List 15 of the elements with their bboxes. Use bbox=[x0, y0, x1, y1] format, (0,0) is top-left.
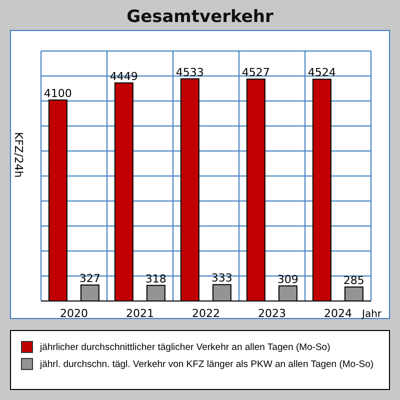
legend-label: jährlicher durchschnittlicher täglicher Verkehr an allen Tagen (Mo-So) bbox=[40, 342, 330, 352]
data-label: 309 bbox=[277, 272, 298, 286]
x-tick-label: 2023 bbox=[258, 306, 286, 320]
legend-label: jährl. durchschn. tägl. Verkehr von KFZ länger als PKW an allen Tagen (Mo-So) bbox=[40, 358, 374, 370]
chart-title: Gesamtverkehr bbox=[126, 7, 274, 27]
x-axis-title: Jahr bbox=[362, 309, 382, 320]
x-tick-label: 2024 bbox=[324, 306, 352, 320]
data-label: 285 bbox=[343, 274, 364, 288]
data-label: 4533 bbox=[176, 66, 204, 79]
x-tick-label: 2022 bbox=[192, 306, 220, 320]
x-tick-label: 2021 bbox=[126, 306, 154, 320]
y-axis-title: KFZ/24h bbox=[12, 132, 25, 178]
data-label: 4100 bbox=[44, 87, 72, 100]
x-tick-label: 2020 bbox=[60, 306, 88, 320]
data-label: 318 bbox=[145, 272, 166, 286]
